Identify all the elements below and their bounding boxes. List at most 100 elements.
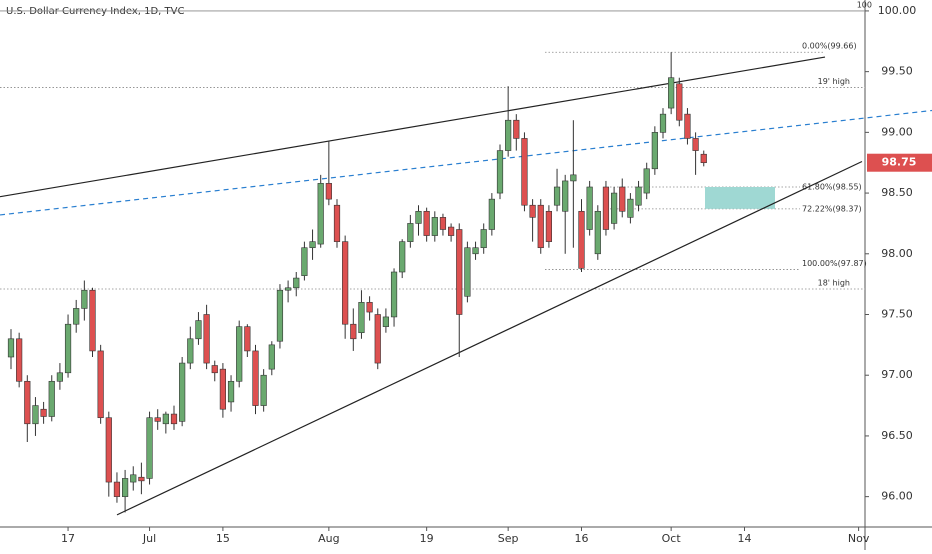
candle-body bbox=[464, 247, 471, 297]
candle-body bbox=[236, 326, 243, 382]
candle-body bbox=[619, 186, 626, 212]
candle-body bbox=[211, 365, 218, 374]
candle-body bbox=[480, 229, 487, 249]
x-tick-label: 19 bbox=[420, 532, 434, 545]
y-tick-label: 98.50 bbox=[881, 186, 913, 199]
candle-body bbox=[390, 271, 398, 318]
candle-body bbox=[407, 223, 414, 242]
candle-body bbox=[179, 362, 186, 422]
candle-body bbox=[545, 210, 552, 242]
candle-body bbox=[97, 350, 104, 419]
candle-body bbox=[162, 413, 169, 425]
candle-body bbox=[570, 174, 577, 182]
trend-line bbox=[0, 109, 932, 216]
candle-body bbox=[16, 338, 23, 382]
candle-body bbox=[456, 229, 463, 315]
candle-body bbox=[146, 417, 153, 479]
candle-body bbox=[431, 217, 438, 236]
candle-body bbox=[268, 344, 275, 370]
x-tick-label: Aug bbox=[318, 532, 339, 545]
x-tick-label: 17 bbox=[61, 532, 75, 545]
candle-body bbox=[578, 210, 585, 269]
candle-body bbox=[244, 326, 251, 352]
candle-body bbox=[309, 241, 316, 249]
x-tick-label: 16 bbox=[575, 532, 589, 545]
candle-body bbox=[342, 241, 349, 325]
level-label: 100.00%(97.87) bbox=[802, 259, 867, 268]
candle-body bbox=[48, 380, 55, 417]
candle-body bbox=[252, 350, 259, 406]
candle-body bbox=[529, 204, 536, 218]
candle-body bbox=[553, 186, 561, 206]
level-label: 61.80%(98.55) bbox=[802, 183, 862, 192]
candle-body bbox=[195, 320, 202, 340]
candle-body bbox=[64, 323, 72, 374]
candle-body bbox=[676, 83, 683, 121]
candle-body bbox=[333, 204, 341, 242]
candle-body bbox=[203, 314, 210, 364]
candle-body bbox=[56, 372, 63, 382]
last-price-label: 98.75 bbox=[882, 156, 917, 169]
candle-body bbox=[700, 153, 707, 164]
y-tick-label: 99.50 bbox=[881, 65, 913, 78]
candle-body bbox=[627, 198, 634, 218]
y-tick-label: 96.50 bbox=[881, 429, 913, 442]
candle-body bbox=[40, 408, 47, 417]
candle-body bbox=[513, 119, 520, 139]
candle-body bbox=[301, 247, 308, 276]
candle-body bbox=[130, 474, 137, 483]
candle-body bbox=[170, 413, 178, 425]
candle-body bbox=[668, 77, 675, 109]
trend-line bbox=[0, 56, 826, 198]
candle-body bbox=[105, 417, 112, 483]
x-tick-label: 15 bbox=[216, 532, 230, 545]
x-tick-label: 14 bbox=[738, 532, 752, 545]
candle-body bbox=[586, 186, 593, 230]
y-tick-label: 100.00 bbox=[878, 4, 917, 17]
candle-body bbox=[472, 247, 479, 255]
candle-body bbox=[602, 186, 610, 230]
candle-body bbox=[562, 180, 569, 212]
candle-body bbox=[260, 374, 267, 406]
candle-body bbox=[293, 277, 300, 289]
candle-body bbox=[89, 289, 96, 352]
candle-body bbox=[154, 417, 161, 422]
candle-body bbox=[505, 119, 512, 151]
candle-body bbox=[350, 323, 357, 340]
y-tick-label: 96.00 bbox=[881, 490, 913, 503]
candle-body bbox=[284, 287, 292, 291]
candle-body bbox=[415, 210, 422, 224]
y-tick-label: 98.00 bbox=[881, 247, 913, 260]
candle-body bbox=[317, 183, 324, 245]
candle-body bbox=[325, 183, 332, 200]
last-price-box bbox=[867, 153, 932, 172]
candle-body bbox=[594, 210, 601, 255]
candle-body bbox=[81, 289, 88, 309]
candle-body bbox=[138, 476, 145, 482]
level-label: 19' high bbox=[818, 77, 850, 86]
level-label: 18' high bbox=[818, 279, 850, 288]
candle-body bbox=[643, 168, 650, 194]
x-tick-label: Jul bbox=[142, 532, 156, 545]
candle-body bbox=[366, 302, 373, 313]
trend-line bbox=[116, 160, 863, 516]
candle-body bbox=[113, 481, 121, 497]
level-label: 0.00%(99.66) bbox=[802, 42, 857, 51]
candle-body bbox=[358, 302, 365, 334]
candle-body bbox=[651, 132, 658, 170]
y-tick-label: 99.00 bbox=[881, 125, 913, 138]
candle-body bbox=[692, 138, 699, 151]
x-tick-label: Oct bbox=[662, 532, 682, 545]
y-tick-label: 97.00 bbox=[881, 368, 913, 381]
level-label: 100 bbox=[857, 0, 872, 9]
x-tick-label: Nov bbox=[848, 532, 870, 545]
candle-body bbox=[537, 204, 544, 249]
y-tick-label: 97.50 bbox=[881, 308, 913, 321]
candle-body bbox=[219, 368, 227, 410]
candle-body bbox=[276, 289, 284, 342]
candle-body bbox=[659, 113, 667, 133]
x-tick-label: Sep bbox=[498, 532, 519, 545]
candle-body bbox=[187, 338, 194, 364]
candle-body bbox=[610, 192, 618, 224]
candle-body bbox=[488, 198, 495, 230]
